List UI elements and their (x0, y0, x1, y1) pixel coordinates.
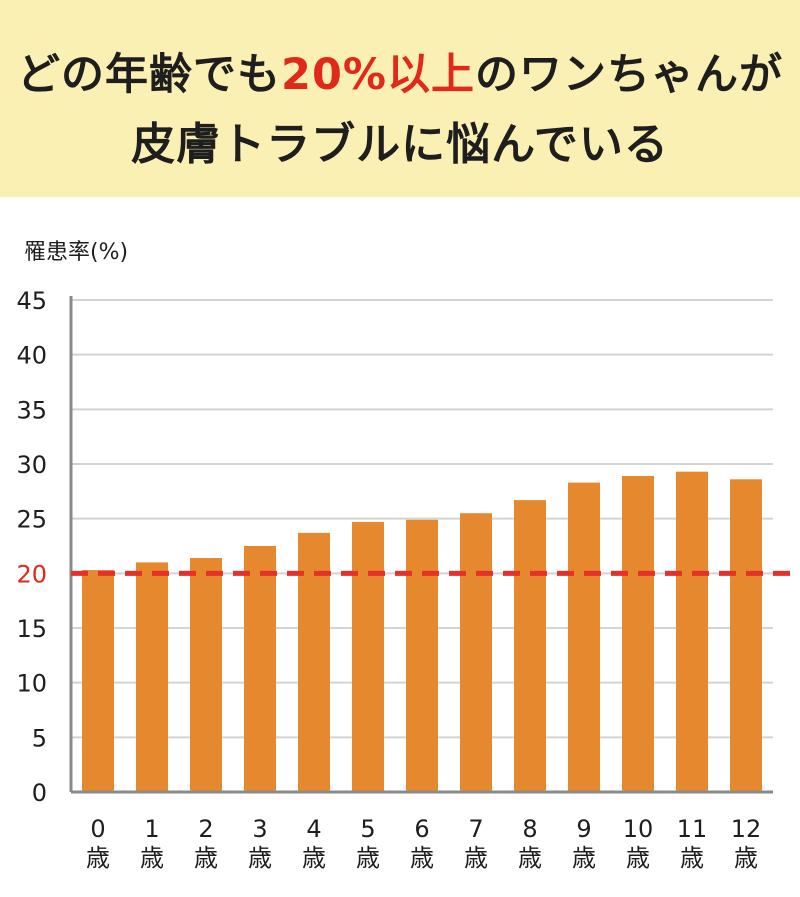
x-tick-unit: 歳 (248, 844, 272, 872)
bar (190, 558, 222, 792)
x-tick-label: 6 (414, 815, 429, 843)
y-tick-label: 40 (16, 342, 47, 370)
headline-text: どの年齢でも (17, 50, 282, 100)
x-tick-label: 5 (360, 815, 375, 843)
bar (622, 476, 654, 792)
bar (298, 532, 330, 792)
bar (460, 513, 492, 792)
x-tick-unit: 歳 (518, 844, 542, 872)
x-tick-unit: 歳 (302, 844, 326, 872)
bar (514, 500, 546, 792)
bar (82, 570, 114, 792)
headline-line-2: 皮膚トラブルに悩んでいる (131, 119, 669, 170)
x-tick-unit: 歳 (734, 844, 758, 872)
x-tick-unit: 歳 (140, 844, 164, 872)
x-tick-unit: 歳 (86, 844, 110, 872)
x-tick-label: 0 (90, 815, 105, 843)
headline-line-1: どの年齢でも20%以上のワンちゃんが (0, 40, 800, 102)
x-tick-label: 4 (306, 815, 321, 843)
y-tick-label: 20 (16, 560, 47, 588)
headline-highlight: 20%以上 (281, 50, 475, 100)
bar (406, 519, 438, 792)
y-tick-label: 5 (32, 724, 47, 752)
bar (244, 546, 276, 792)
header-banner: どの年齢でも20%以上のワンちゃんが 皮膚トラブルに悩んでいる (0, 0, 800, 197)
bar (568, 482, 600, 792)
bar (352, 521, 384, 792)
y-tick-label: 0 (32, 779, 47, 807)
y-tick-label: 30 (16, 451, 47, 479)
y-axis-label: 罹患率(%) (24, 240, 129, 265)
bar (136, 562, 168, 792)
bar (730, 479, 762, 792)
x-tick-unit: 歳 (194, 844, 218, 872)
x-tick-unit: 歳 (464, 844, 488, 872)
y-tick-label: 10 (16, 670, 47, 698)
x-tick-unit: 歳 (410, 844, 434, 872)
x-tick-unit: 歳 (356, 844, 380, 872)
x-tick-label: 2 (198, 815, 213, 843)
x-tick-unit: 歳 (626, 844, 650, 872)
y-tick-label: 45 (16, 287, 47, 315)
x-tick-label: 10 (623, 815, 654, 843)
x-tick-label: 7 (468, 815, 483, 843)
x-tick-label: 1 (144, 815, 159, 843)
x-tick-label: 11 (677, 815, 708, 843)
headline-text: のワンちゃんが (474, 50, 783, 100)
y-tick-label: 15 (16, 615, 47, 643)
x-tick-label: 8 (522, 815, 537, 843)
y-tick-label: 25 (16, 506, 47, 534)
x-tick-label: 12 (731, 815, 762, 843)
x-tick-label: 9 (576, 815, 591, 843)
bar (676, 471, 708, 792)
x-tick-label: 3 (252, 815, 267, 843)
x-tick-unit: 歳 (680, 844, 704, 872)
x-tick-unit: 歳 (572, 844, 596, 872)
y-tick-label: 35 (16, 396, 47, 424)
